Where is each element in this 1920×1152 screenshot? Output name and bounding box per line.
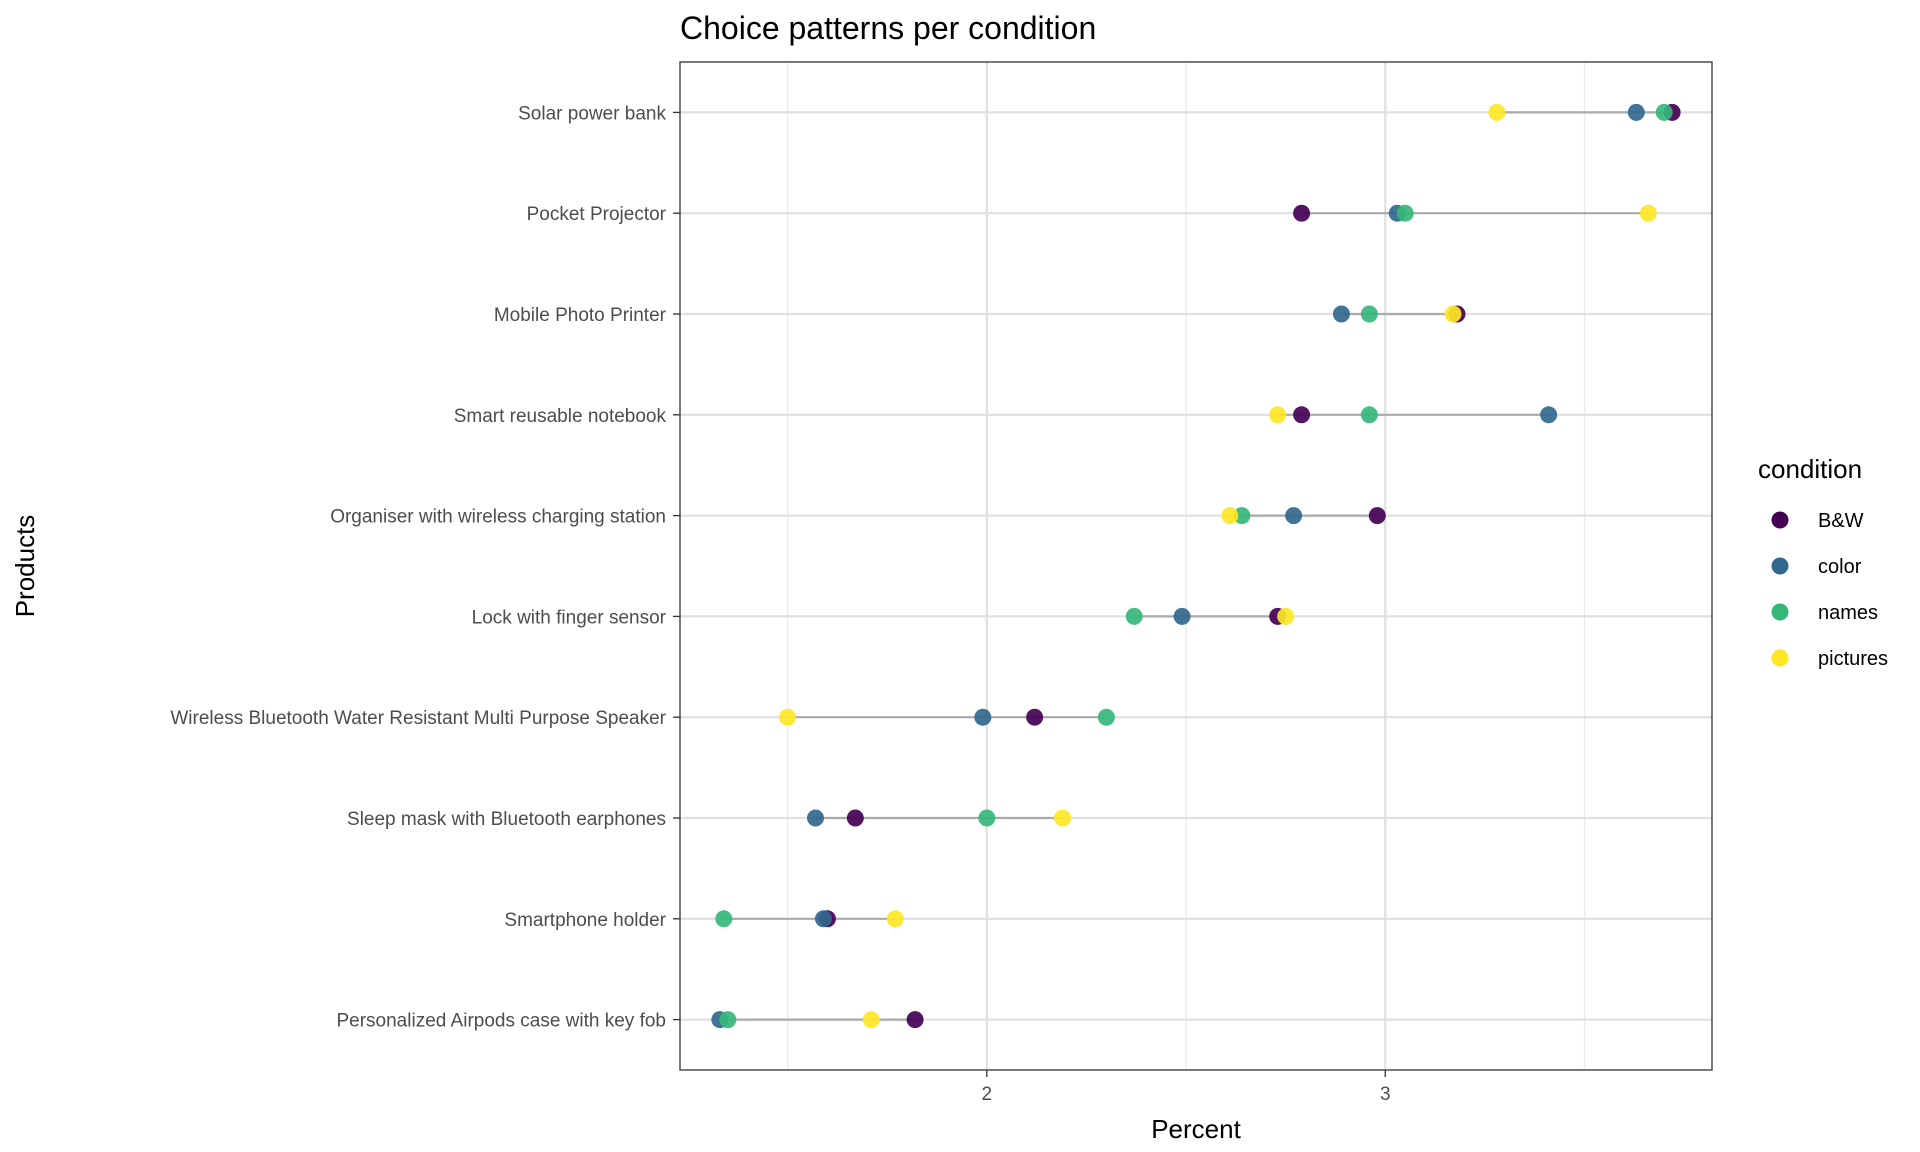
data-points [711, 103, 1681, 1029]
point-pictures [862, 1011, 880, 1029]
point-b-w [1026, 708, 1044, 726]
point-pictures [1054, 809, 1072, 827]
point-pictures [779, 708, 797, 726]
y-tick-label: Wireless Bluetooth Water Resistant Multi… [170, 708, 666, 729]
point-names [1655, 103, 1673, 121]
legend-label: names [1818, 602, 1878, 624]
point-names [1360, 305, 1378, 323]
point-color [1285, 507, 1303, 525]
point-b-w [1293, 406, 1311, 424]
point-color [1627, 103, 1645, 121]
point-color [1173, 607, 1191, 625]
range-lines [719, 111, 1673, 1021]
point-pictures [1488, 103, 1506, 121]
point-names [1097, 708, 1115, 726]
point-pictures [886, 910, 904, 928]
x-axis-title: Percent [1151, 1114, 1241, 1144]
x-tick-label: 2 [982, 1084, 993, 1105]
point-names [1125, 607, 1143, 625]
y-tick-labels: Solar power bank Pocket Projector Mobile P… [170, 103, 680, 1032]
legend-title: condition [1758, 454, 1862, 484]
point-pictures [1444, 305, 1462, 323]
point-pictures [1277, 607, 1295, 625]
y-axis-title: Products [10, 515, 40, 618]
y-tick-label: Lock with finger sensor [472, 607, 667, 628]
point-b-w [846, 809, 864, 827]
legend-key [1771, 511, 1789, 529]
point-names [1233, 507, 1251, 525]
point-names [978, 809, 996, 827]
point-pictures [1269, 406, 1287, 424]
legend-label: pictures [1818, 648, 1888, 670]
legend-key [1771, 603, 1789, 621]
point-color [814, 910, 832, 928]
y-tick-label: Smart reusable notebook [454, 406, 667, 427]
point-color [1332, 305, 1350, 323]
legend-items: B&W color names pictures [1771, 510, 1888, 670]
point-names [1396, 204, 1414, 222]
chart-title: Choice patterns per condition [680, 10, 1096, 46]
x-tick-label: 3 [1380, 1084, 1391, 1105]
point-color [1540, 406, 1558, 424]
legend-label: color [1818, 556, 1862, 578]
point-names [715, 910, 733, 928]
y-tick-label: Personalized Airpods case with key fob [336, 1011, 666, 1032]
point-names [1360, 406, 1378, 424]
point-b-w [1293, 204, 1311, 222]
legend-key [1771, 649, 1789, 667]
point-color [806, 809, 824, 827]
point-pictures [1639, 204, 1657, 222]
panel-border [679, 61, 1713, 1071]
y-tick-label: Organiser with wireless charging station [330, 507, 666, 528]
point-b-w [906, 1011, 924, 1029]
y-tick-label: Sleep mask with Bluetooth earphones [347, 809, 666, 830]
point-b-w [1368, 507, 1386, 525]
legend: condition B&W color names pictures [1758, 454, 1888, 670]
point-names [719, 1011, 737, 1029]
point-color [974, 708, 992, 726]
y-tick-label: Solar power bank [518, 103, 666, 124]
legend-label: B&W [1818, 510, 1864, 532]
y-tick-label: Mobile Photo Printer [494, 305, 667, 326]
y-tick-label: Smartphone holder [504, 910, 666, 931]
point-pictures [1221, 507, 1239, 525]
y-tick-label: Pocket Projector [527, 204, 667, 225]
legend-key [1771, 557, 1789, 575]
